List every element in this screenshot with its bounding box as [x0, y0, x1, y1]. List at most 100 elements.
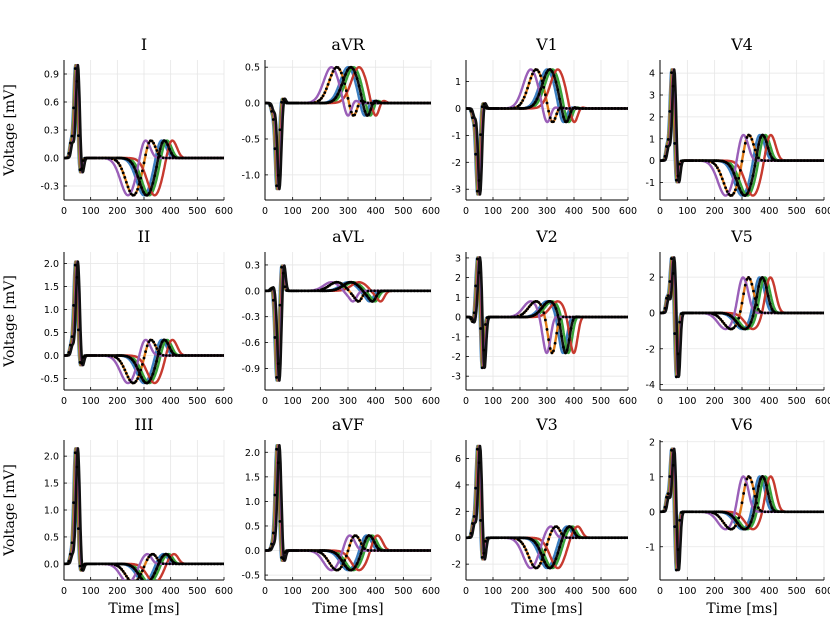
- data-point: [375, 544, 378, 548]
- data-point: [296, 289, 300, 293]
- data-point: [132, 360, 136, 364]
- data-point: [155, 149, 159, 152]
- data-point: [796, 510, 800, 514]
- data-point: [161, 562, 165, 566]
- data-point: [136, 571, 140, 575]
- data-point: [403, 549, 406, 552]
- data-point: [545, 564, 548, 567]
- data-point: [344, 286, 348, 290]
- data-point: [97, 156, 101, 160]
- x-tick-label: 400: [367, 586, 385, 597]
- panel-v1: V1 0 100 200 300 400 500 600 -3 -2 -1 0 1: [452, 35, 638, 217]
- x-tick-label: 100: [82, 396, 100, 407]
- data-point: [164, 140, 168, 143]
- data-point: [509, 106, 513, 110]
- x-tick-label: 200: [108, 206, 126, 217]
- data-point: [181, 354, 184, 357]
- x-tick-label: 400: [162, 396, 180, 407]
- data-point: [594, 107, 597, 110]
- panel-title: II: [138, 227, 151, 246]
- data-point: [157, 352, 160, 356]
- data-point: [120, 567, 123, 571]
- data-point: [539, 307, 543, 311]
- data-point: [577, 106, 580, 110]
- data-point: [342, 561, 345, 565]
- x-tick-label: 200: [706, 396, 724, 407]
- data-point: [613, 107, 617, 110]
- data-point: [165, 562, 168, 566]
- data-point: [607, 315, 610, 319]
- data-point: [313, 549, 317, 553]
- data-point: [537, 92, 541, 96]
- data-point: [429, 289, 431, 293]
- data-point: [270, 109, 274, 113]
- data-point: [722, 322, 726, 325]
- data-point: [378, 290, 382, 293]
- data-point: [663, 306, 667, 310]
- data-point: [325, 87, 328, 91]
- data-point: [344, 73, 347, 76]
- data-point: [206, 354, 210, 357]
- data-point: [280, 265, 283, 269]
- data-point: [526, 552, 529, 555]
- data-point: [747, 188, 751, 192]
- data-point: [216, 156, 220, 160]
- data-point: [720, 177, 724, 181]
- y-tick-label: -4: [646, 380, 655, 391]
- data-point: [160, 340, 164, 344]
- data-point: [537, 301, 541, 304]
- data-point: [724, 161, 728, 164]
- data-point: [123, 572, 127, 576]
- data-point: [730, 193, 734, 197]
- data-point: [584, 107, 588, 110]
- data-point: [671, 272, 675, 275]
- data-point: [97, 354, 101, 357]
- data-point: [747, 276, 750, 279]
- x-tick-label: 600: [619, 206, 637, 217]
- data-point: [136, 367, 140, 371]
- data-point: [558, 529, 562, 533]
- data-point: [607, 536, 610, 540]
- data-point: [193, 354, 197, 357]
- data-point: [200, 562, 204, 566]
- data-point: [738, 524, 741, 528]
- data-point: [541, 305, 545, 309]
- data-point: [694, 510, 698, 514]
- data-point: [158, 558, 162, 562]
- data-point: [748, 134, 752, 138]
- data-point: [763, 159, 767, 163]
- data-point: [375, 294, 378, 298]
- data-point: [354, 109, 358, 113]
- data-point: [348, 104, 352, 108]
- data-point: [296, 101, 300, 105]
- data-point: [128, 189, 132, 193]
- data-point: [547, 109, 551, 113]
- data-point: [366, 289, 370, 293]
- x-tick-label: 300: [733, 206, 751, 217]
- data-point: [280, 100, 283, 104]
- data-point: [742, 492, 746, 495]
- data-point: [369, 289, 373, 293]
- data-point: [193, 562, 197, 566]
- data-point: [513, 315, 516, 319]
- data-point: [789, 510, 793, 514]
- x-tick-label: 400: [565, 206, 583, 217]
- y-tick-label: 1.0: [44, 506, 59, 517]
- data-point: [413, 549, 416, 552]
- y-tick-label: 0.5: [245, 521, 260, 532]
- data-point: [527, 305, 531, 309]
- y-tick-label: 2.0: [245, 448, 260, 459]
- data-point: [766, 510, 770, 514]
- data-point: [318, 101, 322, 105]
- data-point: [419, 289, 423, 293]
- data-point: [569, 326, 573, 330]
- data-point: [146, 581, 149, 584]
- data-point: [548, 68, 552, 71]
- data-point: [128, 579, 131, 580]
- data-point: [545, 71, 548, 75]
- data-point: [209, 562, 213, 566]
- data-point: [338, 68, 342, 71]
- data-point: [271, 298, 275, 302]
- data-point: [753, 164, 757, 168]
- data-point: [749, 320, 753, 324]
